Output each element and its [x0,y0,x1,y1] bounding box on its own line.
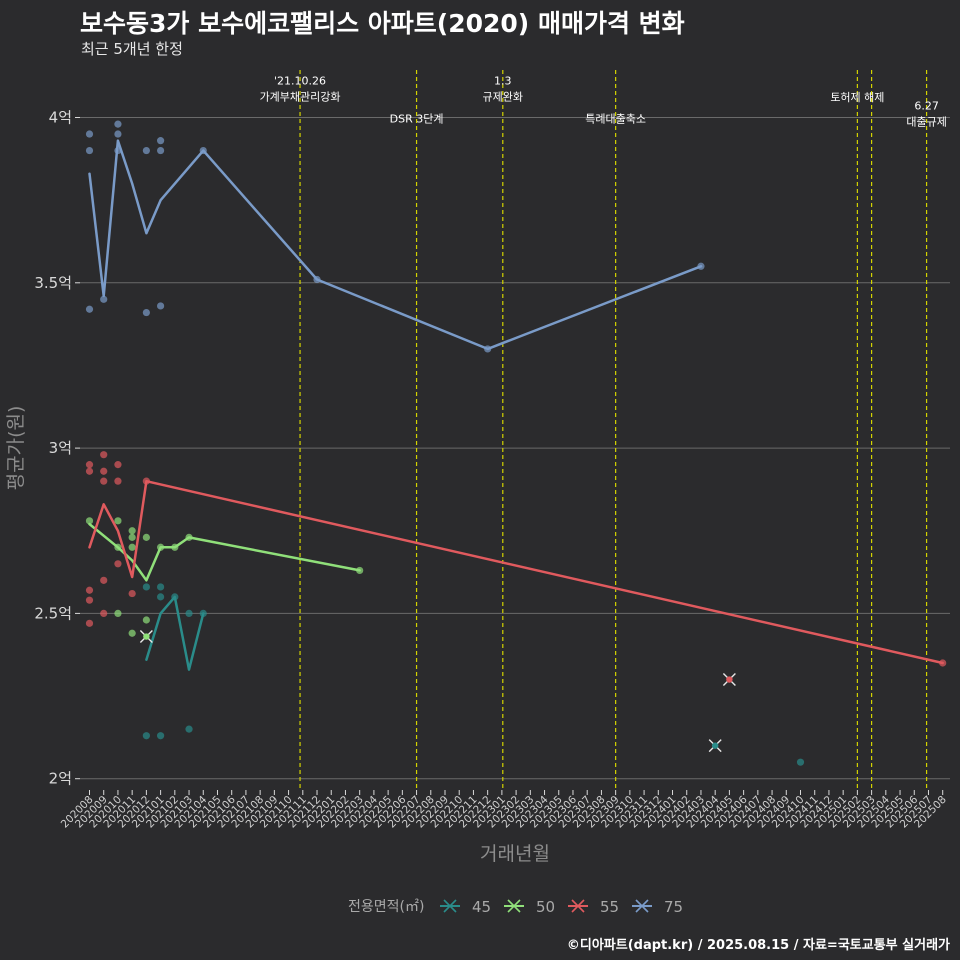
legend-key-cross-45 [443,899,457,913]
legend-item-50: 50 [504,898,555,916]
line-75 [88,139,703,351]
point-75-11 [157,302,165,310]
tick-label-y-4: 4억 [49,109,72,127]
point-50-7 [128,629,136,637]
point-45-1 [142,732,150,740]
line-45 [145,595,205,671]
point-75-2 [85,305,94,313]
point-75-7 [142,146,150,155]
legend-key-cross-75 [635,899,649,913]
event-label-6-0: 6.27 [914,100,939,113]
point-75-5 [114,130,122,138]
legend-key-cross-50 [507,899,521,913]
line-50 [88,522,361,582]
point-50-5 [128,533,136,541]
series-75 [85,120,705,353]
grid-layer [80,117,950,780]
tick-label-y-2: 3억 [49,439,72,457]
point-75-0 [85,130,94,138]
legend-item-75: 75 [632,898,683,916]
point-55-2 [85,586,94,594]
point-50-3 [114,609,122,618]
series-55 [85,451,947,687]
point-50-1 [114,517,122,525]
point-75-9 [157,137,165,145]
point-55-6 [100,467,108,475]
event-label-1-0: DSR 3단계 [390,112,444,125]
point-55-12 [114,560,122,568]
point-75-1 [85,146,94,155]
tick-label-y-0: 2억 [49,770,72,788]
point-55-9 [100,609,108,618]
line-55 [88,479,944,665]
point-45-0 [142,583,150,591]
event-label-2-1: 규제완화 [483,91,523,104]
event-label-4-0: 토허제 해제 [830,90,884,104]
point-55-4 [85,619,94,627]
series-layer [85,120,947,766]
legend-label-75: 75 [664,898,683,916]
point-55-8 [100,576,108,584]
point-75-10 [157,146,165,155]
cross-point-50-0 [143,633,150,640]
cross-point-55-0 [726,676,733,683]
event-label-3-0: 특례대출축소 [585,112,646,125]
point-55-5 [100,451,108,459]
x-axis-title: 거래년월 [480,843,550,865]
legend-key-cross-55 [571,899,585,913]
point-55-11 [114,477,122,485]
point-75-3 [100,295,108,303]
legend-title: 전용면적(㎡) [348,899,424,915]
point-50-0 [85,517,94,525]
point-50-6 [128,543,136,551]
chart-subtitle: 최근 5개년 한정 [81,40,183,58]
event-label-6-1: 대출규제 [906,116,946,129]
tick-label-y-3: 3.5억 [34,274,72,292]
point-45-3 [157,593,165,601]
point-55-13 [128,589,136,598]
series-45 [142,583,805,766]
legend: 전용면적(㎡) 45 50 55 75 [348,898,683,916]
point-55-1 [85,467,94,475]
source-caption: ©디아파트(dapt.kr) / 2025.08.15 / 자료=국토교통부 실… [566,938,950,953]
legend-label-55: 55 [600,898,619,916]
point-55-3 [85,596,94,604]
legend-label-50: 50 [536,898,555,916]
point-45-9 [796,758,805,766]
cross-point-45-0 [711,742,719,749]
point-45-2 [157,583,165,591]
point-55-0 [85,461,94,469]
legend-label-45: 45 [472,898,491,916]
legend-item-45: 45 [440,898,491,916]
point-55-10 [114,461,122,469]
chart-title: 보수동3가 보수에코팰리스 아파트(2020) 매매가격 변화 [80,9,685,38]
point-45-4 [157,732,165,740]
point-50-8 [142,533,150,541]
tick-label-y-1: 2.5억 [34,604,72,622]
event-label-0-1: 가계부채관리강화 [260,91,341,104]
legend-item-55: 55 [568,898,619,916]
axis-layer: 2억2.5억3억3.5억4억20200820200920201020201120… [34,109,948,831]
event-label-0-0: '21.10.26 [274,75,326,88]
point-45-7 [185,725,193,733]
point-75-8 [142,308,150,317]
point-75-4 [114,120,122,128]
point-45-6 [185,609,193,618]
series-50 [85,517,364,644]
point-50-4 [128,527,136,535]
point-50-9 [142,616,150,624]
event-label-2-0: 1.3 [494,75,512,88]
point-55-7 [100,477,108,485]
y-axis-title: 평균가(원) [5,406,27,491]
